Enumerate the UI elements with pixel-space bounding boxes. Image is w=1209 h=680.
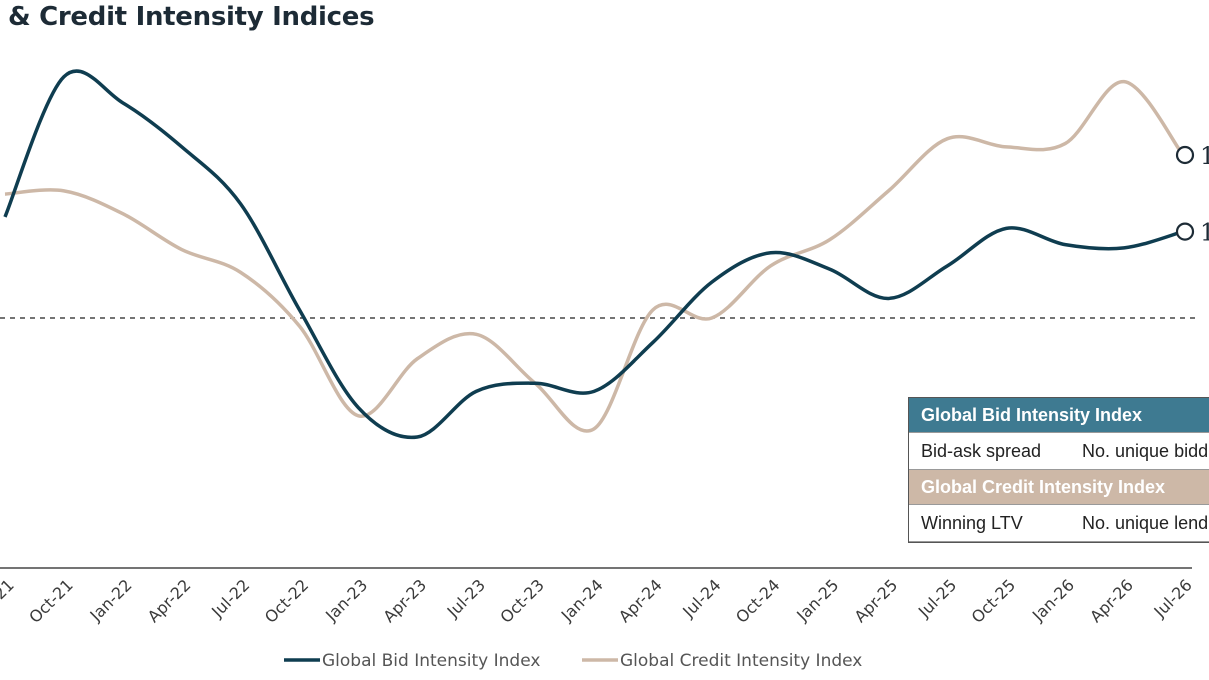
x-tick-label: Jul-22 (207, 575, 253, 621)
legend: Global Bid Intensity Index Global Credit… (284, 651, 862, 671)
x-tick-label: Jul-24 (678, 575, 724, 621)
x-tick-label: Oct-24 (732, 575, 783, 626)
x-tick-label: Jul-21 (0, 575, 18, 621)
series-line-credit (4, 79, 1185, 433)
page-title: & Credit Intensity Indices (8, 2, 375, 32)
index-components-table: Global Bid Intensity Index Bid-ask sprea… (908, 397, 1209, 543)
credit-component-2: No. unique lend (1082, 513, 1209, 533)
x-tick-label: Oct-23 (496, 575, 547, 626)
x-tick-label: Jan-25 (792, 575, 842, 625)
credit-index-header: Global Credit Intensity Index (909, 470, 1209, 504)
x-tick-label: Apr-22 (144, 575, 195, 626)
x-tick-label: Apr-26 (1086, 575, 1137, 626)
x-tick-label: Jul-26 (1150, 575, 1196, 621)
series-line-bid (3, 69, 1184, 440)
x-tick-label: Apr-23 (379, 575, 430, 626)
bid-component-1: Bid-ask spread (921, 441, 1042, 461)
credit-index-row: Winning LTV No. unique lend (909, 504, 1209, 542)
x-tick-label: Oct-22 (261, 575, 312, 626)
bid-index-row: Bid-ask spread No. unique bidd (909, 432, 1209, 470)
x-tick-label: Jul-25 (914, 575, 960, 621)
credit-component-1: Winning LTV (921, 513, 1023, 533)
x-tick-label: Apr-25 (851, 575, 902, 626)
x-tick-label: Jan-26 (1028, 575, 1078, 625)
x-tick-label: Jul-23 (443, 575, 489, 621)
bid-component-2: No. unique bidd (1082, 441, 1209, 461)
legend-label-bid: Global Bid Intensity Index (322, 651, 540, 671)
endpoint-marker-bid (1175, 222, 1195, 241)
x-tick-label: Jan-22 (86, 575, 136, 625)
x-tick-label: Oct-21 (25, 575, 76, 626)
x-tick-label: Jan-23 (321, 575, 371, 625)
end-label-bid: 1 (1200, 219, 1209, 247)
legend-label-credit: Global Credit Intensity Index (620, 651, 862, 671)
x-tick-label: Jan-24 (557, 575, 607, 625)
x-tick-label: Oct-25 (968, 575, 1019, 626)
endpoint-marker-credit (1175, 145, 1195, 165)
end-label-credit: 1 (1200, 142, 1209, 170)
x-tick-label: Apr-24 (615, 575, 666, 626)
bid-index-header: Global Bid Intensity Index (909, 398, 1209, 432)
